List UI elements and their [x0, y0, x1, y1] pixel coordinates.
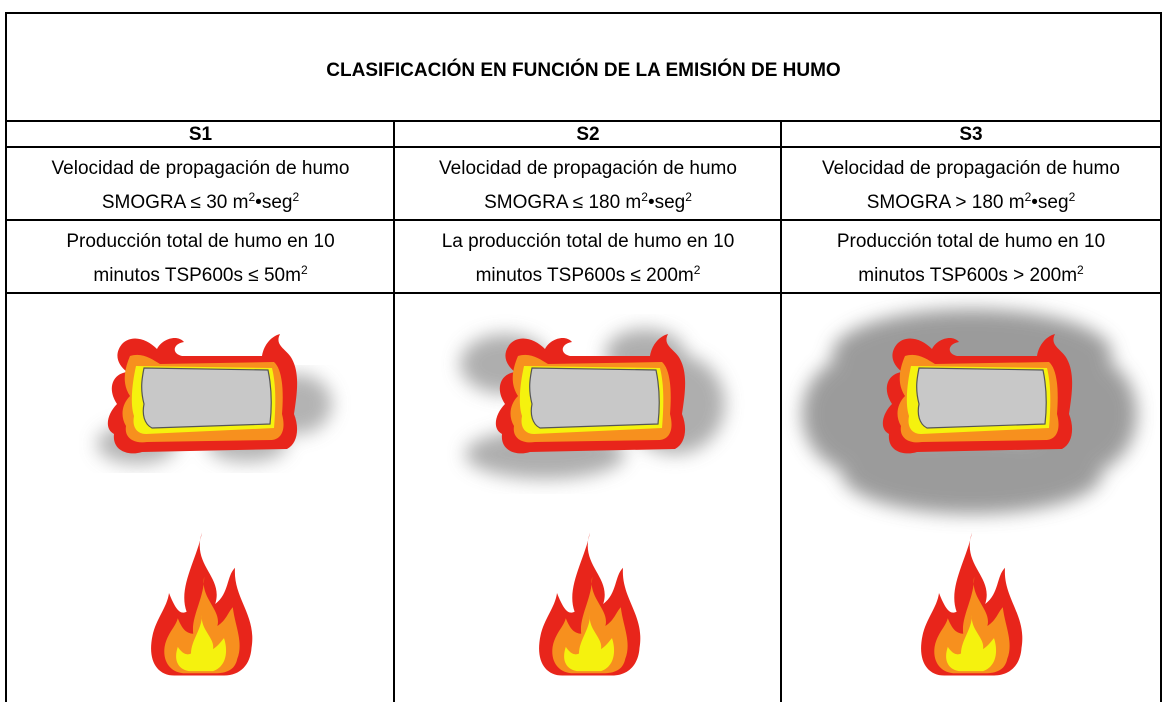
illustration — [802, 309, 1137, 676]
text-part: SMOGRA > 180 m — [866, 192, 1025, 213]
text-part: •seg — [255, 192, 293, 213]
image-cell — [780, 292, 1162, 702]
cell-text: SMOGRA ≤ 30 m2•seg2 — [7, 190, 394, 214]
title-cell: CLASIFICACIÓN EN FUNCIÓN DE LA EMISIÓN D… — [5, 12, 1162, 121]
header-cell: S3 — [780, 120, 1162, 147]
column-header: S1 — [188, 124, 213, 145]
text-part: SMOGRA ≤ 180 m — [484, 192, 642, 213]
cell-text: Velocidad de propagación de humo — [439, 158, 737, 179]
superscript: 2 — [1024, 190, 1032, 204]
superscript: 2 — [1077, 263, 1084, 277]
illustration — [460, 329, 725, 676]
superscript: 2 — [685, 190, 692, 204]
text-part: SMOGRA ≤ 30 m — [101, 192, 249, 213]
superscript: 2 — [300, 263, 308, 277]
image-cell — [5, 292, 394, 702]
cell-text: SMOGRA > 180 m2•seg2 — [782, 190, 1160, 214]
column-header: S2 — [576, 124, 600, 145]
superscript: 2 — [292, 190, 300, 204]
table-title: CLASIFICACIÓN EN FUNCIÓN DE LA EMISIÓN D… — [326, 60, 841, 81]
cell-text: Velocidad de propagación de humo — [822, 158, 1120, 179]
table-cell: Producción total de humo en 10 minutos TS… — [5, 219, 394, 293]
cell-text: minutos TSP600s ≤ 200m2 — [395, 263, 781, 287]
table-cell: La producción total de humo en 10 minutos… — [393, 219, 781, 293]
illustration — [97, 333, 332, 676]
superscript: 2 — [1068, 190, 1076, 204]
table-cell: Velocidad de propagación de humo SMOGRA ≤… — [5, 146, 394, 220]
cell-text: Producción total de humo en 10 — [836, 231, 1106, 252]
cell-text: La producción total de humo en 10 — [441, 231, 735, 252]
cell-text: minutos TSP600s ≤ 50m2 — [7, 263, 394, 287]
cell-text: minutos TSP600s > 200m2 — [782, 263, 1160, 287]
text-part: minutos TSP600s ≤ 200m — [475, 265, 694, 286]
cell-text: Producción total de humo en 10 — [66, 231, 335, 252]
superscript: 2 — [693, 263, 701, 277]
column-header: S3 — [959, 124, 983, 145]
text-part: •seg — [647, 192, 686, 213]
header-cell: S2 — [393, 120, 781, 147]
superscript: 2 — [248, 190, 256, 204]
text-part: •seg — [1031, 192, 1069, 213]
image-cell — [393, 292, 781, 702]
text-part: minutos TSP600s ≤ 50m — [93, 265, 301, 286]
text-part: minutos TSP600s > 200m — [858, 265, 1078, 286]
table-cell: Velocidad de propagación de humo SMOGRA >… — [780, 146, 1162, 220]
superscript: 2 — [641, 190, 648, 204]
cell-text: Velocidad de propagación de humo — [51, 158, 350, 179]
cell-text: SMOGRA ≤ 180 m2•seg2 — [395, 190, 781, 214]
table-cell: Producción total de humo en 10 minutos TS… — [780, 219, 1162, 293]
header-cell: S1 — [5, 120, 394, 147]
table-cell: Velocidad de propagación de humo SMOGRA ≤… — [393, 146, 781, 220]
